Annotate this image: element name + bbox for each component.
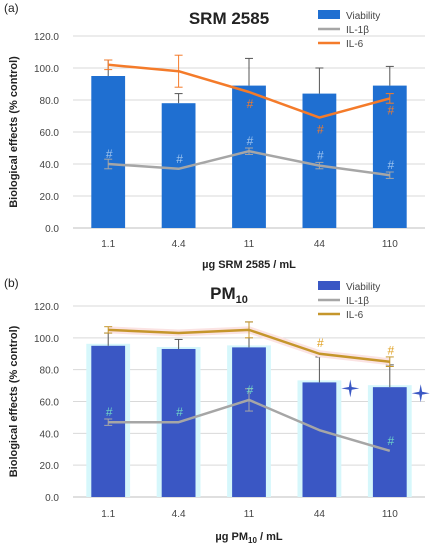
y-tick-label: 60.0	[40, 398, 60, 409]
y-tick-label: 120.0	[34, 32, 59, 43]
significance-mark: #	[106, 147, 113, 161]
chart-title-subscript: 10	[236, 294, 248, 306]
x-tick-label: 110	[382, 239, 398, 250]
legend-entry: IL-1β	[346, 25, 369, 36]
significance-mark: #	[317, 336, 324, 350]
chart-title-main: PM	[210, 284, 236, 303]
y-tick-label: 0.0	[45, 493, 59, 504]
significance-mark: #	[387, 103, 394, 117]
y-tick-label: 80.0	[40, 366, 60, 377]
series-line-il-6	[108, 63, 391, 119]
panel-label: (b)	[4, 276, 19, 290]
legend-swatch-bar	[318, 10, 340, 19]
x-tick-label: 11	[244, 509, 255, 520]
y-tick-label: 100.0	[34, 64, 59, 75]
y-axis-label: Biological effects (% control)	[8, 325, 20, 477]
x-axis-label-subscript: 10	[248, 536, 257, 545]
chart-title-main: SRM 2585	[189, 9, 269, 28]
significance-star	[341, 379, 360, 398]
x-axis-label: µg PM10 / mL	[215, 531, 282, 545]
legend-entry: IL-6	[346, 310, 364, 321]
bar-viability	[232, 85, 266, 228]
significance-mark: #	[387, 158, 394, 172]
bar-viability	[372, 85, 407, 228]
x-axis-label: µg SRM 2585 / mL	[202, 259, 296, 271]
significance-mark: #	[387, 344, 394, 358]
significance-mark: #	[387, 434, 394, 448]
significance-mark: #	[317, 123, 324, 137]
y-tick-label: 0.0	[45, 224, 59, 235]
x-tick-label: 11	[244, 239, 255, 250]
legend-entry: Viability	[346, 11, 380, 22]
y-tick-label: 100.0	[34, 334, 59, 345]
chart-title: SRM 2585	[189, 9, 269, 28]
significance-mark: #	[176, 405, 183, 419]
y-tick-label: 20.0	[40, 192, 60, 203]
bar-viability	[372, 387, 407, 497]
significance-mark: #	[106, 405, 113, 419]
significance-mark: #	[247, 383, 254, 397]
x-tick-label: 110	[382, 509, 398, 520]
x-tick-label: 44	[314, 239, 326, 250]
legend-entry: IL-6	[346, 39, 364, 50]
legend-swatch-bar	[318, 281, 340, 290]
significance-mark: #	[317, 149, 324, 163]
bar-viability	[91, 76, 126, 228]
panel-label: (a)	[4, 1, 19, 15]
bar-viability	[302, 93, 337, 228]
x-tick-label: 44	[314, 509, 326, 520]
chart-panel-2: (b)PM100.020.040.060.080.0100.0120.0Biol…	[4, 276, 430, 545]
significance-mark: #	[176, 152, 183, 166]
significance-mark: #	[247, 97, 254, 111]
legend-entry: IL-1β	[346, 296, 369, 307]
x-tick-label: 1.1	[101, 239, 115, 250]
bar-viability	[232, 347, 266, 497]
y-tick-label: 60.0	[40, 128, 60, 139]
x-axis-label-main: µg PM	[215, 531, 248, 543]
x-tick-label: 4.4	[172, 509, 186, 520]
x-axis-label-unit: / mL	[257, 531, 283, 543]
bar-viability	[302, 382, 337, 497]
x-tick-label: 4.4	[172, 239, 186, 250]
y-tick-label: 120.0	[34, 302, 59, 313]
significance-star	[411, 384, 430, 403]
legend-entry: Viability	[346, 282, 380, 293]
chart-title: PM10	[210, 284, 248, 306]
chart-panel-1: (a) SRM 2585 0.0 20.0 40.0 60.0 80.0 100.0 120.0…	[4, 1, 425, 271]
y-axis-label: Biological effects (% control)	[8, 56, 20, 208]
y-tick-label: 40.0	[40, 429, 60, 440]
y-tick-label: 80.0	[40, 96, 60, 107]
x-tick-label: 1.1	[101, 509, 115, 520]
y-tick-label: 20.0	[40, 461, 60, 472]
significance-mark: #	[247, 134, 254, 148]
y-tick-label: 40.0	[40, 160, 60, 171]
